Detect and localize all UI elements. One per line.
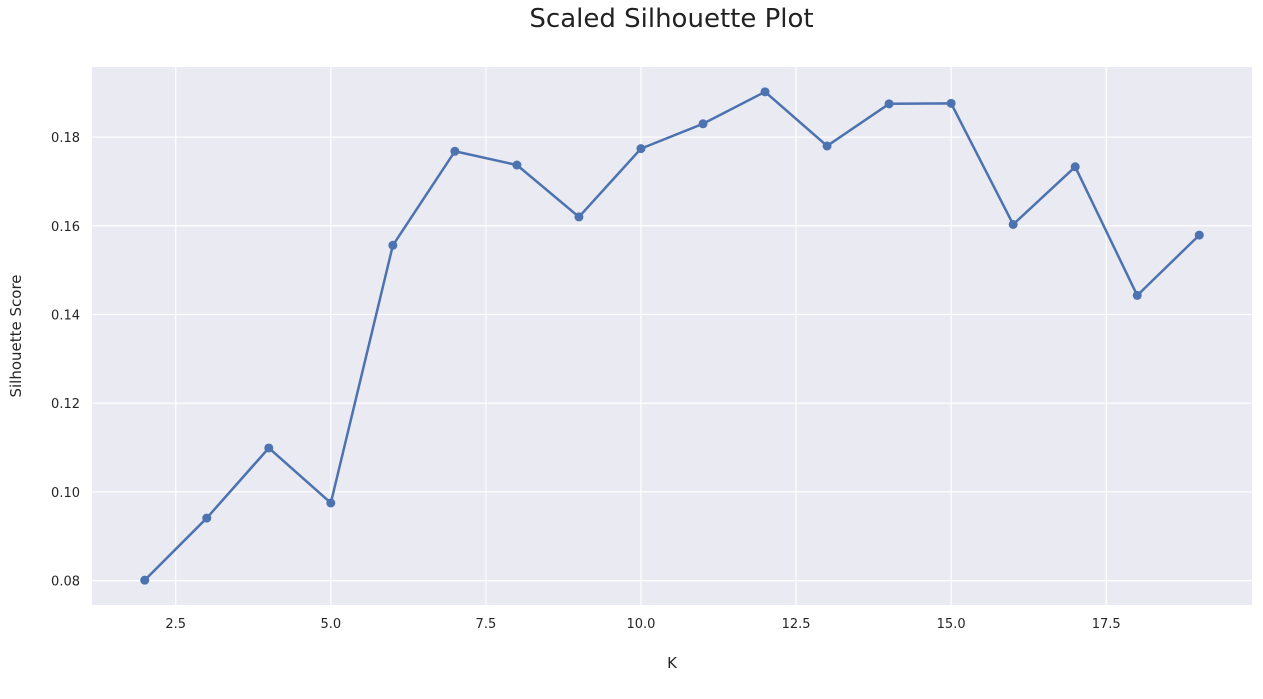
x-tick-label: 17.5 — [1092, 617, 1121, 632]
data-point — [450, 146, 460, 156]
data-series — [140, 87, 1204, 585]
data-point — [946, 98, 956, 108]
data-point — [388, 240, 398, 250]
data-point — [140, 575, 150, 585]
x-tick-label: 7.5 — [476, 617, 497, 632]
y-tick-label: 0.08 — [51, 575, 80, 590]
gridlines — [92, 67, 1252, 605]
x-tick-label: 5.0 — [320, 617, 341, 632]
y-tick-label: 0.18 — [51, 131, 80, 146]
x-tick-label: 2.5 — [165, 617, 186, 632]
data-point — [760, 87, 770, 97]
x-tick-label: 12.5 — [782, 617, 811, 632]
y-tick-label: 0.14 — [51, 308, 80, 323]
chart-title: Scaled Silhouette Plot — [529, 4, 814, 34]
data-point — [1008, 219, 1018, 229]
tick-labels: 2.5 5.0 7.5 10.0 12.5 15.0 17.5 0.08 0.10 0.12 0.1… — [51, 131, 1121, 632]
data-point — [698, 119, 708, 129]
data-point — [512, 160, 522, 170]
data-point — [636, 144, 646, 154]
series-line — [143, 90, 1201, 582]
x-axis-label: K — [667, 654, 677, 672]
y-tick-label: 0.12 — [51, 397, 80, 412]
data-point — [1194, 230, 1204, 240]
data-point — [1070, 162, 1080, 172]
data-point — [1132, 290, 1142, 300]
data-point — [884, 99, 894, 109]
data-point — [264, 443, 274, 453]
data-point — [326, 498, 336, 508]
x-tick-label: 10.0 — [627, 617, 656, 632]
y-tick-label: 0.16 — [51, 220, 80, 235]
y-axis-label: Silhouette Score — [7, 274, 25, 398]
plot-area — [92, 67, 1252, 605]
data-point — [822, 141, 832, 151]
data-point — [202, 513, 212, 523]
y-tick-label: 0.10 — [51, 486, 80, 501]
x-tick-label: 15.0 — [937, 617, 966, 632]
data-point — [574, 212, 584, 222]
